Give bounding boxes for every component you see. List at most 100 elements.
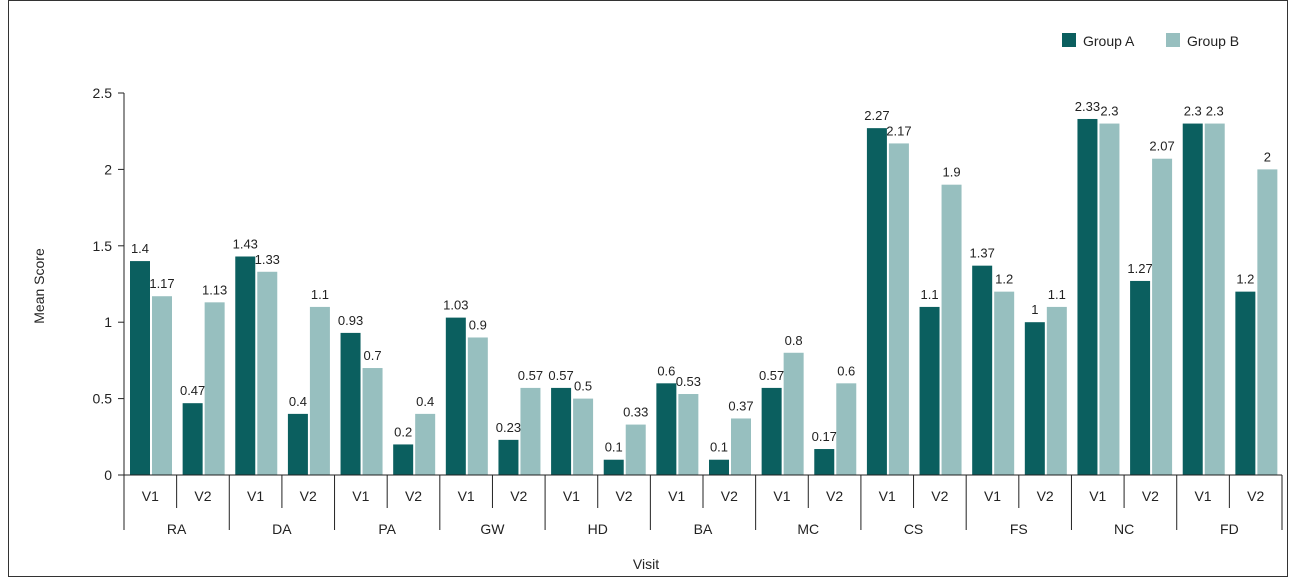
data-label: 1.43 [233, 236, 258, 251]
bar-group-a [1182, 123, 1203, 475]
bar-group-a [1235, 291, 1256, 475]
legend-label: Group B [1187, 33, 1239, 49]
data-label: 0.47 [180, 383, 205, 398]
data-label: 1.13 [202, 282, 227, 297]
data-label: 0.17 [812, 429, 837, 444]
bar-group-a [340, 332, 361, 475]
data-label: 1.1 [311, 287, 329, 302]
legend-label: Group A [1083, 33, 1135, 49]
x-group-label: RA [167, 521, 187, 537]
bar-group-b [1152, 158, 1173, 476]
bar-group-b [1046, 306, 1067, 475]
bar-group-a [603, 459, 624, 475]
data-label: 0.93 [338, 313, 363, 328]
x-tick-label: V2 [510, 488, 527, 504]
data-label: 2.27 [864, 108, 889, 123]
bar-group-a [498, 439, 519, 475]
data-label: 0.1 [710, 440, 728, 455]
bar-group-b [836, 383, 857, 475]
bar-group-b [362, 368, 383, 475]
bar-group-b [888, 143, 909, 475]
data-label: 1.9 [943, 165, 961, 180]
x-group-label: PA [378, 521, 396, 537]
bar-group-b [520, 387, 541, 475]
data-label: 0.33 [623, 405, 648, 420]
bar-group-b [467, 337, 488, 475]
y-axis-title: Mean Score [31, 248, 47, 324]
y-tick-label: 2 [104, 161, 112, 177]
x-tick-label: V2 [826, 488, 843, 504]
data-label: 0.7 [364, 348, 382, 363]
data-label: 1.27 [1127, 261, 1152, 276]
x-tick-label: V1 [984, 488, 1001, 504]
bar-group-a [814, 449, 835, 475]
data-label: 1.17 [149, 276, 174, 291]
x-tick-label: V2 [300, 488, 317, 504]
bar-group-a [972, 265, 993, 475]
x-tick-label: V2 [1247, 488, 1264, 504]
x-group-label: FD [1220, 521, 1239, 537]
data-label: 0.6 [657, 363, 675, 378]
bar-group-b [152, 296, 172, 475]
bar-group-b [731, 418, 751, 475]
x-tick-label: V1 [668, 488, 685, 504]
x-group-label: FS [1010, 521, 1028, 537]
bar-group-b [941, 184, 962, 475]
data-label: 2.3 [1100, 104, 1118, 119]
data-label: 1 [1031, 302, 1038, 317]
data-label: 1.03 [443, 298, 468, 313]
bar-group-b [257, 271, 278, 475]
data-label: 0.5 [574, 379, 592, 394]
data-label: 0.2 [394, 424, 412, 439]
x-tick-label: V2 [194, 488, 211, 504]
bar-group-a [919, 306, 940, 475]
x-tick-label: V1 [879, 488, 896, 504]
bar-group-a [551, 387, 572, 475]
x-tick-label: V1 [563, 488, 580, 504]
bar-group-a [709, 459, 729, 475]
bar-group-a [393, 444, 414, 475]
bar-group-a [1077, 118, 1098, 475]
data-label: 0.1 [605, 440, 623, 455]
bar-group-a [445, 317, 466, 475]
data-label: 2.3 [1184, 104, 1202, 119]
bar-group-b [1257, 169, 1278, 475]
legend-swatch [1062, 33, 1076, 47]
data-label: 1.2 [1236, 272, 1254, 287]
bar-group-a [235, 256, 256, 475]
bar-group-b [573, 398, 594, 475]
data-label: 2.33 [1075, 99, 1100, 114]
x-tick-label: V2 [615, 488, 632, 504]
chart-frame [8, 0, 1288, 577]
bar-group-a [866, 128, 887, 476]
bar-group-a [130, 261, 150, 475]
data-label: 0.37 [728, 398, 753, 413]
bar-group-a [656, 383, 677, 475]
x-axis: V1 V2 V1 V2 V1 V2 V1 V2 V1 V2 V1 V2 V1 V2 V1 V2 V1 V2 V1 V2… [123, 474, 1283, 537]
bar-group-b [309, 306, 330, 475]
data-label: 0.4 [289, 394, 307, 409]
data-label: 2.3 [1206, 104, 1224, 119]
y-tick-label: 1 [104, 314, 112, 330]
x-axis-title: Visit [633, 556, 659, 572]
x-group-label: MC [797, 521, 819, 537]
x-tick-label: V1 [352, 488, 369, 504]
data-label: 2 [1264, 149, 1271, 164]
x-group-label: DA [272, 521, 292, 537]
x-tick-label: V2 [1142, 488, 1159, 504]
bar-group-b [415, 413, 436, 475]
x-group-label: BA [694, 521, 713, 537]
data-label: 0.57 [518, 368, 543, 383]
x-tick-label: V2 [405, 488, 422, 504]
x-group-label: GW [480, 521, 505, 537]
data-label: 0.53 [676, 374, 701, 389]
bar-group-b [783, 352, 804, 475]
data-label: 1.2 [995, 272, 1013, 287]
x-group-label: HD [588, 521, 608, 537]
bar-group-b [1204, 123, 1225, 475]
x-tick-label: V1 [247, 488, 264, 504]
data-label: 1.37 [970, 246, 995, 261]
data-label: 0.57 [759, 368, 784, 383]
y-tick-label: 0 [104, 467, 112, 483]
